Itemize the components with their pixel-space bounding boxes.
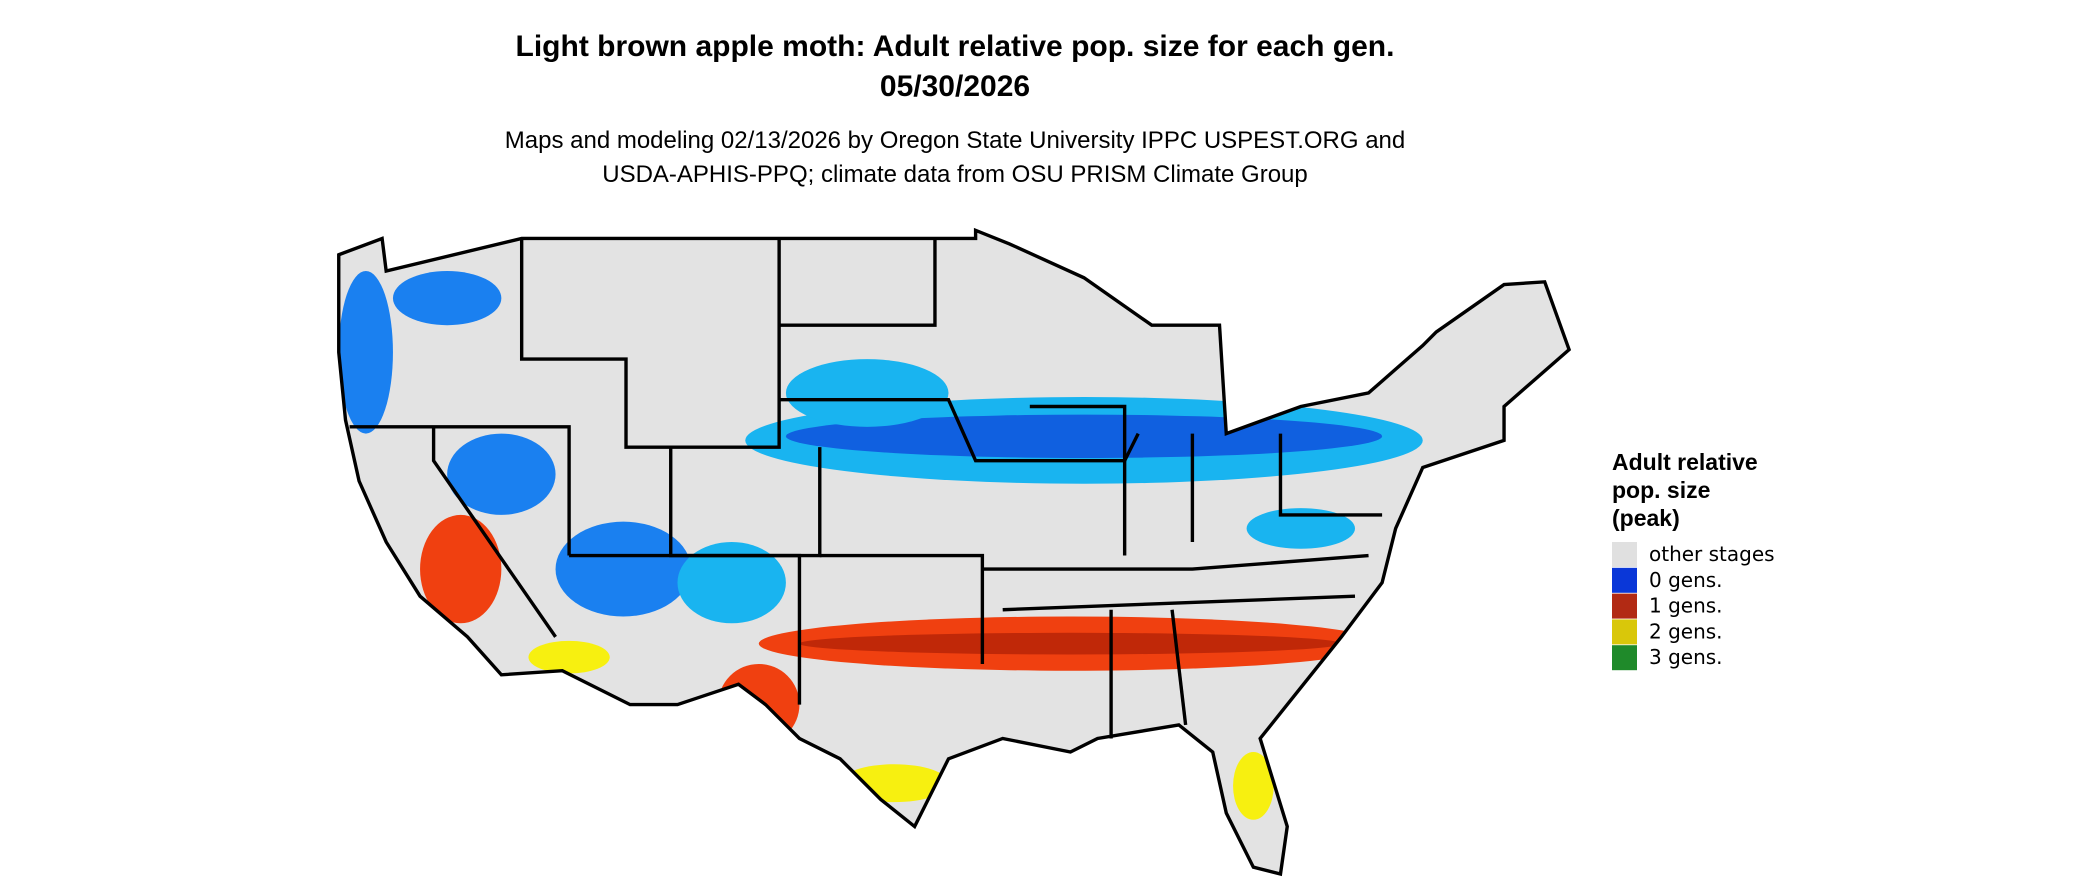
legend-title: pop. size xyxy=(1612,477,1710,503)
us-map xyxy=(337,227,1572,877)
legend-label: 2 gens. xyxy=(1649,619,1723,643)
legend-swatch xyxy=(1612,619,1637,645)
legend-label: 3 gens. xyxy=(1649,645,1723,669)
legend-label: other stages xyxy=(1649,542,1775,566)
legend-swatch xyxy=(1612,542,1637,567)
legend-swatch xyxy=(1612,645,1637,671)
legend-title: (peak) xyxy=(1612,505,1680,531)
legend-label: 1 gens. xyxy=(1649,594,1723,618)
title: Light brown apple moth: Adult relative p… xyxy=(516,30,1395,63)
subtitle: USDA-APHIS-PPQ; climate data from OSU PR… xyxy=(602,161,1308,188)
legend-label: 0 gens. xyxy=(1649,568,1723,592)
legend-swatch xyxy=(1612,567,1637,593)
legend-title: Adult relative xyxy=(1612,449,1758,475)
subtitle: Maps and modeling 02/13/2026 by Oregon S… xyxy=(505,127,1405,154)
legend-swatch xyxy=(1612,593,1637,619)
title-date: 05/30/2026 xyxy=(880,70,1030,103)
